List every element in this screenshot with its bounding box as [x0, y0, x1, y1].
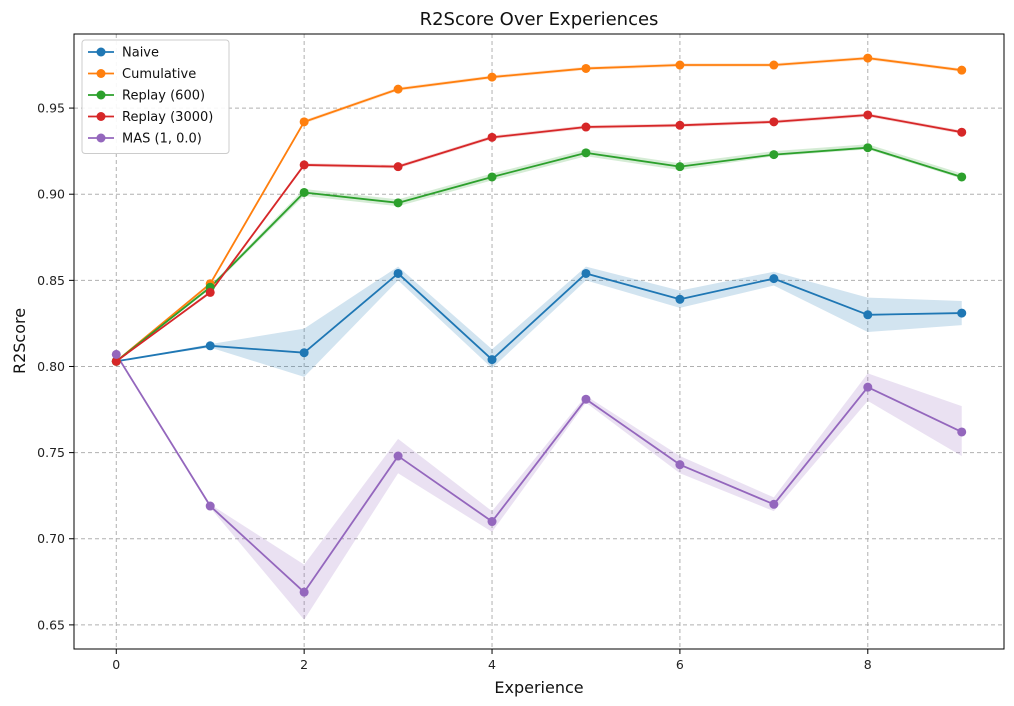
legend-box [81, 39, 230, 154]
legend-label: Naive [122, 46, 159, 61]
data-point-cumulative [957, 65, 967, 75]
y-tick-label: 0.90 [37, 187, 65, 202]
data-point-mas-1-0-0 [675, 460, 685, 470]
data-point-cumulative [581, 63, 591, 73]
legend-swatch-marker [96, 69, 106, 78]
data-point-mas-1-0-0 [581, 394, 591, 404]
series-line-replay-600 [115, 146, 962, 363]
data-point-replay-600 [769, 150, 779, 160]
data-point-cumulative [863, 53, 873, 63]
error-bands [116, 56, 962, 620]
y-tick-label: 0.70 [37, 531, 65, 546]
data-point-replay-600 [581, 148, 591, 158]
data-point-replay-600 [393, 198, 403, 208]
data-point-cumulative [487, 72, 497, 82]
x-tick-label: 8 [864, 657, 872, 672]
legend-label: Replay (600) [122, 89, 205, 104]
data-point-replay-600 [487, 172, 497, 182]
x-tick-label: 6 [676, 657, 684, 672]
error-band-mas-1-0-0 [116, 354, 962, 620]
legend-swatch-marker [96, 47, 106, 57]
data-point-replay-3000 [675, 120, 685, 130]
legend-swatch-marker [96, 112, 106, 121]
data-point-replay-600 [957, 172, 967, 182]
data-point-replay-3000 [299, 160, 309, 170]
data-point-cumulative [675, 60, 685, 70]
series-line-naive [116, 272, 962, 363]
y-tick-label: 0.80 [37, 359, 65, 374]
data-point-replay-3000 [957, 127, 967, 137]
x-axis-ticks: 0 2 4 6 8 [112, 649, 872, 672]
y-tick-label: 0.65 [37, 617, 65, 632]
series-line-cumulative [115, 57, 962, 363]
y-tick-label: 0.85 [37, 273, 65, 288]
data-point-mas-1-0-0 [205, 501, 215, 511]
data-point-replay-3000 [769, 117, 779, 127]
legend-label: Replay (3000) [122, 110, 213, 125]
data-point-replay-3000 [205, 287, 215, 297]
data-point-cumulative [299, 117, 309, 127]
data-point-replay-600 [299, 187, 309, 197]
data-point-naive [299, 348, 309, 358]
y-tick-label: 0.95 [37, 101, 65, 116]
data-point-replay-3000 [581, 122, 591, 132]
data-point-naive [769, 274, 779, 284]
series-lines [115, 57, 963, 594]
x-axis-label: Experience [494, 678, 583, 697]
data-point-cumulative [769, 60, 779, 70]
x-tick-label: 0 [112, 657, 120, 672]
legend: Naive Cumulative Replay (600) Replay (3000)… [81, 39, 230, 154]
data-point-naive [487, 355, 497, 365]
legend-label: Cumulative [122, 67, 196, 82]
data-point-naive [863, 310, 873, 320]
data-point-mas-1-0-0 [299, 587, 309, 597]
data-point-naive [957, 308, 967, 318]
error-band-naive [116, 266, 962, 377]
data-point-mas-1-0-0 [111, 349, 121, 359]
data-point-naive [675, 294, 685, 304]
plot-frame [73, 33, 1005, 650]
chart-title: R2Score Over Experiences [420, 9, 659, 30]
data-point-replay-600 [675, 162, 685, 172]
y-axis-label: R2Score [10, 308, 29, 374]
data-point-replay-3000 [393, 162, 403, 172]
legend-label: MAS (1, 0.0) [122, 132, 202, 147]
x-tick-label: 4 [488, 657, 496, 672]
data-point-naive [205, 341, 215, 351]
data-point-mas-1-0-0 [957, 427, 967, 437]
data-point-replay-3000 [863, 110, 873, 120]
data-point-naive [581, 268, 591, 278]
legend-swatch-marker [96, 133, 106, 143]
x-tick-label: 2 [300, 657, 308, 672]
y-axis-ticks: 0.65 0.70 0.75 0.80 0.85 0.90 0.95 [37, 101, 74, 632]
data-point-cumulative [393, 84, 403, 94]
y-tick-label: 0.75 [37, 445, 65, 460]
data-points [111, 53, 967, 597]
series-line-replay-3000 [115, 114, 962, 363]
data-point-replay-600 [863, 143, 873, 153]
data-point-mas-1-0-0 [769, 499, 779, 509]
data-point-naive [393, 268, 403, 278]
data-point-replay-3000 [487, 132, 497, 142]
data-point-mas-1-0-0 [393, 451, 403, 461]
data-point-mas-1-0-0 [487, 517, 497, 527]
legend-swatch-marker [96, 90, 106, 100]
series-line-mas-1-0-0 [115, 353, 963, 594]
data-point-mas-1-0-0 [863, 382, 873, 392]
data-point-replay-3000 [111, 356, 121, 366]
